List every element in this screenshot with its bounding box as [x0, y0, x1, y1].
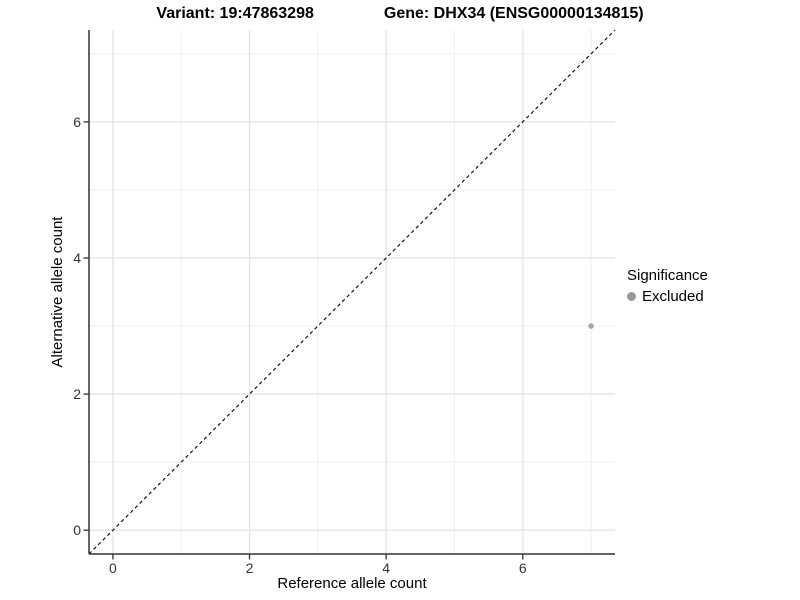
data-point — [588, 323, 594, 329]
y-tick-label: 4 — [73, 250, 81, 266]
legend-title: Significance — [627, 267, 708, 284]
x-axis-title: Reference allele count — [277, 575, 427, 592]
legend-item-label: Excluded — [642, 288, 704, 305]
legend: Significance Excluded — [627, 267, 708, 305]
y-tick-label: 6 — [73, 114, 81, 130]
x-tick-label: 0 — [109, 560, 117, 576]
plot-title: Variant: 19:47863298 Gene: DHX34 (ENSG00… — [0, 5, 800, 23]
x-tick-label: 6 — [519, 560, 527, 576]
y-axis-title: Alternative allele count — [49, 216, 66, 368]
identity-line — [88, 29, 616, 555]
y-tick-label: 2 — [73, 386, 81, 402]
y-tick-label: 0 — [73, 522, 81, 538]
legend-key-dot-icon — [627, 292, 636, 301]
gene-title: Gene: DHX34 (ENSG00000134815) — [383, 5, 644, 22]
x-tick-label: 2 — [246, 560, 254, 576]
x-tick-label: 4 — [382, 560, 390, 576]
legend-item: Excluded — [627, 288, 708, 305]
variant-title: Variant: 19:47863298 — [156, 5, 314, 22]
